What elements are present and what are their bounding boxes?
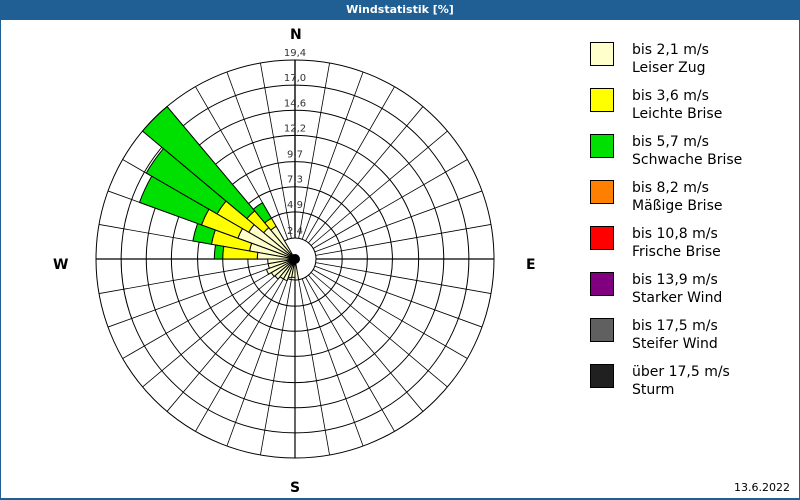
grid-spoke [107, 265, 276, 328]
legend-name: Mäßige Brise [632, 198, 723, 214]
legend-swatch [590, 364, 614, 388]
legend-swatch [590, 318, 614, 342]
bottom-border [0, 498, 800, 500]
grid-spoke [195, 276, 285, 432]
grid-spoke [314, 265, 483, 328]
grid-spoke [308, 106, 424, 244]
grid-spoke [98, 262, 275, 294]
wind-sector-segment [141, 105, 256, 220]
legend-range: bis 5,7 m/s [632, 134, 709, 150]
grid-spoke [314, 190, 483, 253]
legend-range: bis 10,8 m/s [632, 226, 718, 242]
wind-rose-chart: 2,4 4,9 7,3 9,7 12,2 14,6 17,0 19,4 [95, 48, 495, 459]
ring-label: 2,4 [287, 226, 303, 237]
legend-swatch [590, 42, 614, 66]
wind-sector-segment [252, 202, 273, 224]
grid-spoke [298, 62, 330, 239]
legend-range: über 17,5 m/s [632, 364, 730, 380]
grid-spoke [260, 62, 292, 239]
grid-spoke [122, 269, 278, 359]
wind-sector-segment [138, 175, 210, 226]
grid-spoke [312, 159, 468, 249]
grid-spoke [305, 276, 395, 432]
compass-north: N [290, 27, 302, 43]
grid-spoke [315, 262, 492, 294]
window-title: Windstatistik [%] [0, 0, 800, 20]
legend-name: Leichte Brise [632, 106, 723, 122]
legend-swatch [590, 88, 614, 112]
ring-label: 14,6 [284, 98, 306, 109]
grid-spoke [166, 274, 282, 412]
grid-spoke [315, 224, 492, 256]
wind-sector-segment [213, 244, 225, 260]
legend-name: Sturm [632, 382, 675, 398]
grid-spoke [301, 278, 364, 447]
legend-name: Starker Wind [632, 290, 723, 306]
wind-sector-segment [274, 258, 296, 280]
legend-name: Frische Brise [632, 244, 721, 260]
wind-sector-segment [192, 222, 216, 245]
legend-name: Steifer Wind [632, 336, 718, 352]
grid-spoke [301, 71, 364, 240]
ring-label: 12,2 [284, 123, 306, 134]
compass-west: W [53, 257, 69, 273]
grid-spoke [260, 279, 292, 456]
compass-east: E [526, 257, 536, 273]
legend-swatch [590, 226, 614, 250]
legend-name: Leiser Zug [632, 60, 706, 76]
wind-sector-segment [287, 258, 296, 279]
legend-name: Schwache Brise [632, 152, 743, 168]
legend-range: bis 2,1 m/s [632, 42, 709, 58]
grid-spoke [305, 86, 395, 242]
legend-range: bis 13,9 m/s [632, 272, 718, 288]
ring-label: 17,0 [284, 73, 306, 84]
ring-label: 4,9 [287, 200, 303, 211]
ring-label: 9,7 [287, 150, 303, 161]
legend-swatch [590, 272, 614, 296]
grid-spoke [142, 272, 280, 388]
legend-range: bis 8,2 m/s [632, 180, 709, 196]
ring-label: 19,4 [284, 48, 306, 59]
date-stamp: 13.6.2022 [734, 481, 790, 494]
wind-sector-segment [282, 258, 296, 282]
grid-spoke [226, 278, 289, 447]
wind-sector-segment [145, 147, 227, 215]
grid-spoke [310, 130, 448, 246]
grid-spoke [308, 274, 424, 412]
legend-swatch [590, 134, 614, 158]
center-marker [290, 254, 300, 264]
legend-range: bis 17,5 m/s [632, 318, 718, 334]
ring-label: 7,3 [287, 175, 303, 186]
wind-sector-segment [294, 258, 300, 281]
grid-spoke [312, 269, 468, 359]
legend-range: bis 3,6 m/s [632, 88, 709, 104]
grid-spoke [310, 272, 448, 388]
grid-spoke [226, 71, 289, 240]
legend-swatch [590, 180, 614, 204]
compass-south: S [290, 480, 301, 496]
grid-spoke [298, 279, 330, 456]
